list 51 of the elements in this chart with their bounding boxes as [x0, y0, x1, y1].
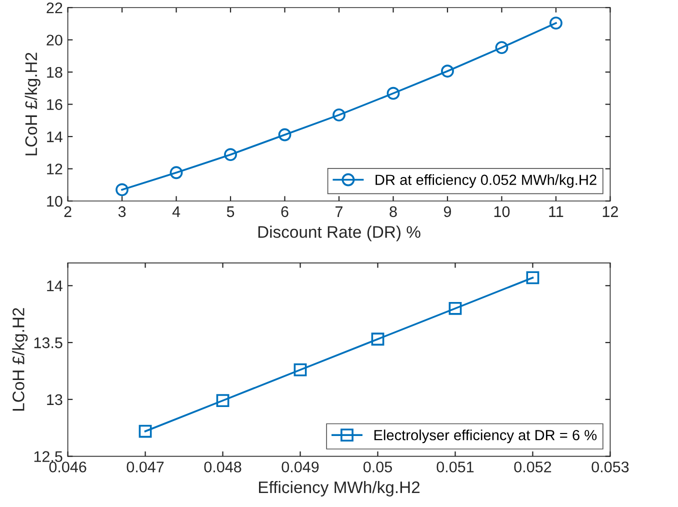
y-tick-label: 14	[47, 132, 62, 142]
y-axis-title: LCoH £/kg.H2	[12, 308, 28, 411]
x-tick-label: 0.051	[436, 462, 474, 472]
point	[216, 394, 230, 408]
legend-label: DR at efficiency 0.052 MWh/kg.H2	[376, 174, 596, 188]
point	[448, 302, 462, 315]
x-tick-label: 3	[118, 206, 126, 218]
point	[170, 166, 183, 180]
y-tick-label: 12.5	[34, 451, 62, 462]
point	[294, 363, 307, 376]
point	[224, 148, 237, 162]
x-tick-label: 4	[172, 206, 180, 217]
x-tick-label: 8	[390, 206, 397, 218]
y-tick-label: 10	[47, 196, 62, 207]
x-axis-title: Efficiency MWh/kg.H2	[259, 480, 420, 496]
x-tick-label: 7	[336, 206, 342, 217]
y-tick-label: 14	[47, 280, 62, 292]
y-axis-title: LCoH £/kg.H2	[24, 52, 40, 156]
x-tick-label: 11	[549, 206, 564, 217]
y-tick-label: 13.5	[34, 337, 62, 348]
point	[550, 16, 562, 30]
y-tick-label: 22	[46, 2, 62, 14]
x-tick-label: 12	[602, 206, 618, 217]
point	[526, 271, 540, 284]
x-tick-label: 2	[64, 206, 72, 217]
y-tick-label: 16	[47, 99, 62, 110]
x-tick-label: 6	[281, 206, 288, 218]
point	[441, 64, 454, 78]
point	[495, 41, 508, 54]
x-tick-label: 0.05	[363, 462, 392, 472]
y-tick-label: 13	[47, 394, 62, 406]
point	[116, 183, 128, 196]
x-tick-label: 0.052	[514, 462, 552, 472]
x-axis-title: Discount Rate (DR) %	[258, 226, 420, 242]
x-tick-label: 0.047	[126, 462, 164, 472]
y-tick-label: 12	[47, 164, 62, 174]
x-tick-label: 5	[226, 206, 234, 218]
x-tick-label: 10	[494, 206, 510, 218]
point	[386, 86, 400, 100]
x-tick-label: 0.049	[282, 462, 319, 472]
point	[138, 424, 152, 438]
y-tick-label: 20	[46, 34, 62, 46]
x-tick-label: 9	[444, 206, 452, 218]
x-tick-label: 0.046	[49, 462, 86, 472]
point	[278, 128, 292, 142]
legend-label: Electrolyser efficiency at DR = 6 %	[374, 430, 597, 444]
y-tick-label: 18	[47, 66, 62, 78]
x-tick-label: 0.048	[204, 462, 242, 472]
point	[332, 108, 346, 122]
point	[371, 332, 384, 346]
x-tick-label: 0.053	[592, 462, 629, 472]
